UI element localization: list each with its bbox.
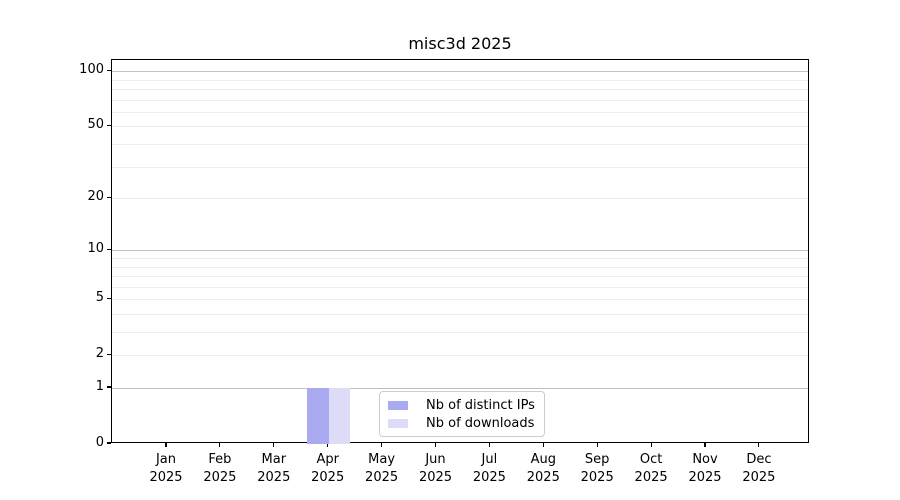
x-tick [596,443,598,447]
y-gridline-minor [112,198,808,200]
y-tick-label: 10 [87,241,104,257]
y-gridline-major [112,250,808,252]
y-gridline-minor [112,144,808,145]
legend-row: Nb of downloads [380,416,544,431]
legend-swatch-distinct-ips [388,400,408,410]
y-tick-label: 0 [95,435,104,450]
x-tick-label-year: 2025 [688,469,722,485]
x-tick-label-year: 2025 [472,469,506,485]
x-tick-label-month: Sep [584,452,610,467]
x-tick [758,443,760,447]
y-tick [107,124,111,126]
x-tick-label-month: Feb [208,452,232,467]
x-tick [273,443,275,447]
x-tick-label-year: 2025 [365,469,399,485]
y-gridline-minor [112,276,808,277]
x-tick [165,443,167,447]
plot-area: Nb of distinct IPs Nb of downloads [111,59,809,444]
y-tick [107,386,111,388]
legend-label: Nb of distinct IPs [426,397,535,413]
x-tick [704,443,706,447]
x-tick-label-year: 2025 [418,469,453,485]
y-gridline-minor [112,89,808,90]
y-tick [107,196,111,198]
x-tick-label-year: 2025 [526,469,560,485]
x-tick [434,443,437,447]
x-tick-label-year: 2025 [580,469,614,485]
x-tick-label-month: May [368,452,396,467]
y-gridline-minor [112,266,808,268]
y-tick [107,248,111,250]
y-tick-label: 20 [87,189,104,205]
y-gridline-minor [112,355,808,357]
x-tick-label-month: Nov [692,452,718,467]
x-tick-label-year: 2025 [203,469,237,485]
y-gridline-minor [112,111,808,113]
y-tick-label: 1 [95,379,104,394]
x-tick-label-month: Jun [425,452,446,467]
x-tick-label-year: 2025 [149,469,183,485]
x-tick-label-year: 2025 [311,469,345,485]
x-tick-label-month: Mar [261,452,287,467]
y-tick-label: 100 [79,62,104,78]
chart-title: misc3d 2025 [408,34,512,53]
y-tick [107,297,111,299]
legend: Nb of distinct IPs Nb of downloads [379,391,545,437]
x-tick-label-month: Oct [639,452,663,467]
y-tick-label: 5 [95,290,104,306]
y-gridline-minor [112,332,808,333]
y-tick [107,353,111,355]
x-tick [542,443,544,447]
y-gridline-minor [112,79,808,81]
x-tick [219,443,221,447]
y-gridline-major [112,388,808,389]
bar-nb-of-distinct-ips [307,388,329,444]
x-tick-label-month: Jan [155,452,177,467]
y-gridline-minor [112,299,808,301]
x-tick [650,443,652,447]
y-gridline-minor [112,286,808,288]
y-gridline-minor [112,126,808,128]
y-tick-label: 2 [95,346,104,362]
x-tick [327,443,329,447]
bar-nb-of-downloads [328,388,351,444]
legend-swatch-downloads [388,418,408,428]
y-gridline-minor [112,314,808,315]
x-tick [488,443,490,447]
legend-row: Nb of distinct IPs [380,398,544,413]
y-gridline-major [112,71,808,73]
y-tick-label: 50 [87,117,104,133]
legend-label: Nb of downloads [426,415,535,431]
x-tick-label-month: Dec [746,452,772,467]
y-gridline-minor [112,99,808,101]
y-gridline-minor [112,258,808,259]
x-tick-label-month: Apr [316,452,339,467]
y-tick [107,442,111,444]
y-gridline-minor [112,166,808,168]
y-tick [107,69,111,71]
x-tick-label-year: 2025 [257,469,291,485]
x-tick [381,443,383,447]
x-tick-label-year: 2025 [634,469,668,485]
x-tick-label-year: 2025 [742,469,776,485]
x-tick-label-month: Jul [481,452,498,467]
x-tick-label-month: Aug [530,452,556,467]
